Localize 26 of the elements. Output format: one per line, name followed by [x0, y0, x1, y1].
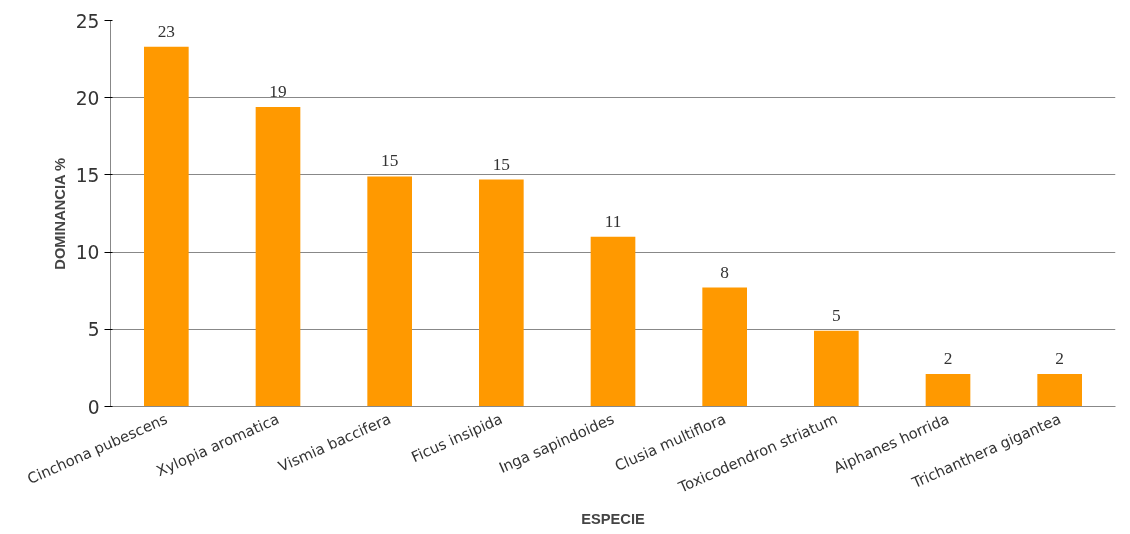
data-label: 15: [492, 154, 510, 174]
bar: [925, 374, 971, 407]
y-tick-label: 25: [75, 10, 100, 32]
data-label: 2: [1055, 349, 1065, 369]
bar: [255, 106, 301, 407]
y-tick-label: 20: [75, 87, 100, 109]
bar: [367, 176, 412, 407]
bar: [1037, 374, 1082, 407]
data-label: 11: [604, 211, 622, 231]
bar: [702, 287, 747, 407]
data-label: 23: [157, 21, 175, 41]
y-tick-label: 15: [75, 164, 100, 186]
bar: [144, 46, 189, 407]
x-axis-title: ESPECIE: [581, 511, 645, 528]
y-tick-label: 10: [75, 242, 100, 264]
y-tick-label: 0: [87, 396, 100, 418]
data-label: 5: [832, 305, 841, 325]
y-axis-title: DOMINANCIA %: [51, 157, 68, 270]
bar: [590, 236, 636, 407]
y-tick-label: 5: [87, 319, 100, 341]
bar: [479, 179, 524, 407]
data-label: 15: [381, 151, 399, 171]
bar: [814, 330, 859, 407]
data-label: 19: [269, 81, 287, 101]
data-label: 8: [720, 262, 730, 282]
data-label: 2: [943, 349, 953, 369]
